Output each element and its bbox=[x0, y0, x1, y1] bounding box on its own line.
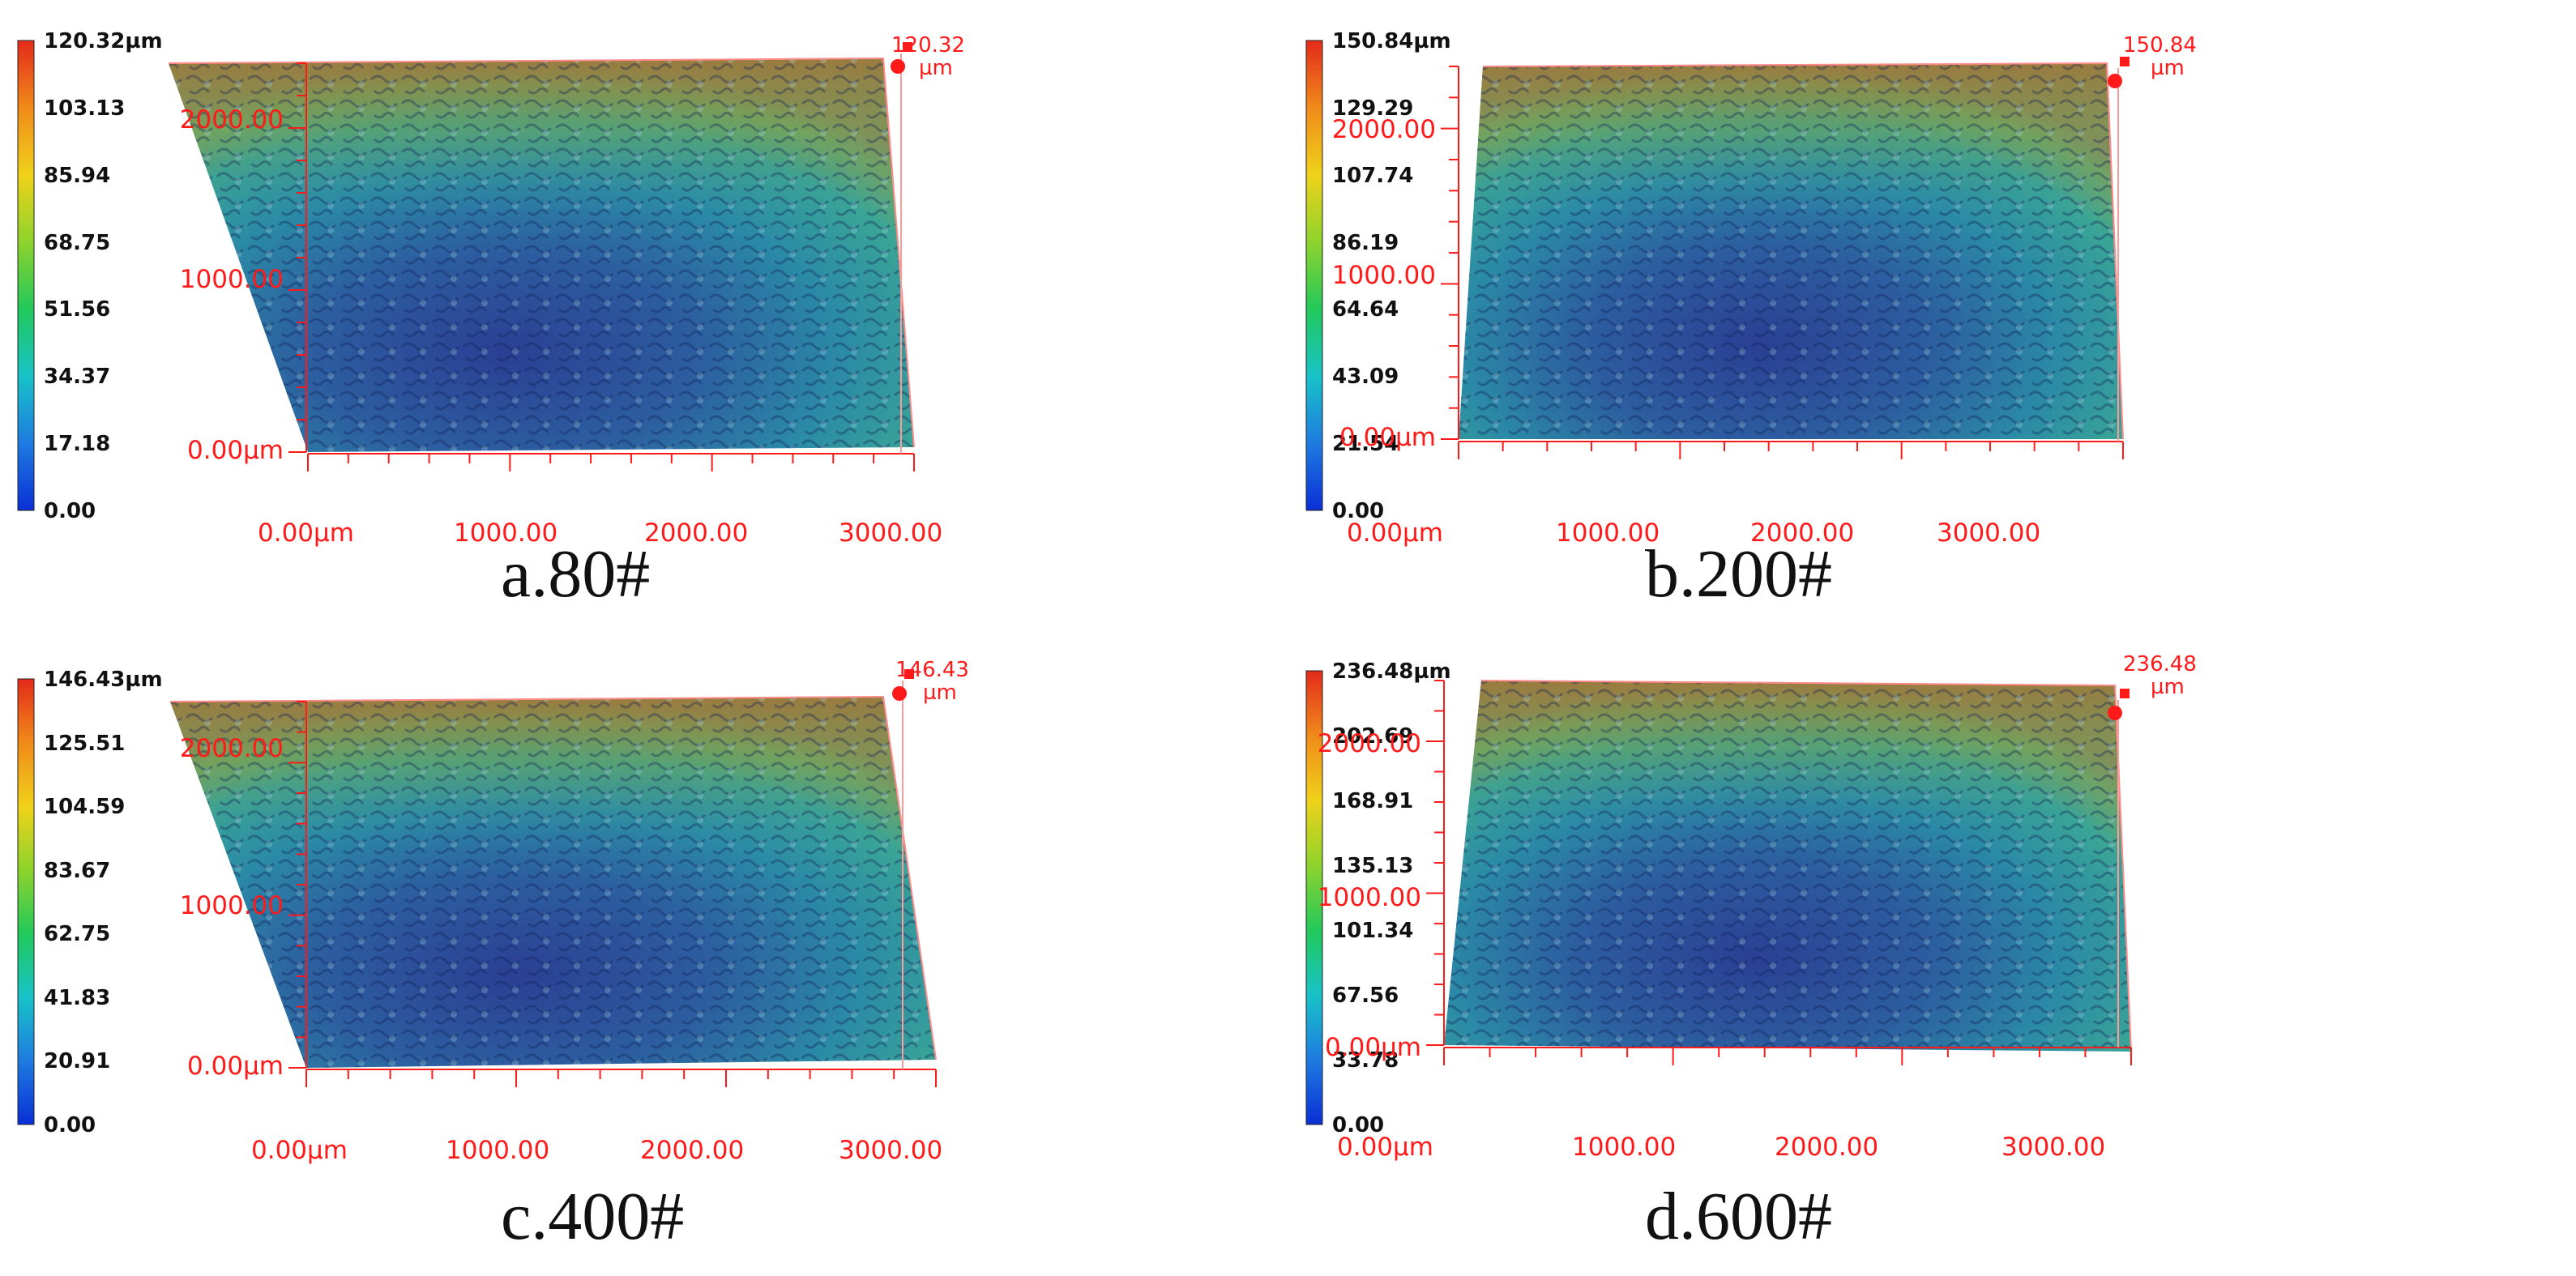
colorbar-tick-label: 135.13 bbox=[1332, 854, 1414, 878]
x-axis-tick-label: 3000.00 bbox=[1937, 519, 2041, 548]
colorbar-tick-label: 146.43µm bbox=[44, 668, 163, 692]
peak-unit: µm bbox=[2151, 56, 2185, 80]
surface-plot bbox=[1305, 40, 2130, 511]
panel-caption: a.80# bbox=[501, 536, 651, 612]
y-axis-tick-label: 1000.00 bbox=[1331, 261, 1436, 290]
x-axis-tick-label: 0.00µm bbox=[251, 1136, 348, 1165]
colorbar-tick-label: 86.19 bbox=[1332, 230, 1399, 255]
x-axis-tick-label: 0.00µm bbox=[258, 519, 354, 548]
peak-value: 150.84 bbox=[2123, 33, 2197, 58]
peak-marker bbox=[2108, 74, 2122, 88]
y-axis-tick-label: 2000.00 bbox=[179, 105, 284, 134]
colorbar-tick-label: 85.94 bbox=[44, 163, 111, 188]
panel-caption: b.200# bbox=[1645, 536, 1832, 612]
peak-unit: µm bbox=[2151, 675, 2185, 699]
colorbar-tick-label: 125.51 bbox=[44, 731, 126, 756]
colorbar-tick-label: 17.18 bbox=[44, 432, 111, 457]
surface-plot bbox=[17, 669, 937, 1125]
colorbar-tick-label: 67.56 bbox=[1332, 984, 1399, 1008]
x-axis-tick-label: 2000.00 bbox=[640, 1136, 745, 1165]
y-axis-tick-label: 0.00µm bbox=[1339, 423, 1436, 452]
peak-value: 236.48 bbox=[2123, 652, 2197, 676]
colorbar-tick-label: 103.13 bbox=[44, 96, 126, 121]
surface-plot bbox=[17, 40, 915, 511]
surface-panel: 150.84µm 129.29 107.74 86.19 64.64 43.09 21.54… bbox=[1288, 0, 2576, 638]
peak-unit: µm bbox=[923, 681, 957, 705]
peak-height-label: 150.84 µm bbox=[2123, 34, 2197, 79]
colorbar-tick-label: 33.78 bbox=[1332, 1048, 1399, 1073]
colorbar bbox=[17, 678, 35, 1125]
colorbar-tick-label: 62.75 bbox=[44, 922, 111, 947]
panel-caption: d.600# bbox=[1645, 1179, 1832, 1254]
x-axis-tick-label: 3000.00 bbox=[839, 1136, 943, 1165]
colorbar-tick-label: 68.75 bbox=[44, 230, 111, 255]
y-axis-tick-label: 0.00µm bbox=[1325, 1033, 1421, 1062]
colorbar-tick-label: 0.00 bbox=[44, 1113, 96, 1137]
colorbar-tick-label: 64.64 bbox=[1332, 297, 1399, 322]
colorbar-tick-label: 150.84µm bbox=[1332, 29, 1451, 53]
peak-height-label: 236.48 µm bbox=[2123, 653, 2197, 698]
x-axis-tick-label: 3000.00 bbox=[839, 519, 943, 548]
colorbar-tick-label: 83.67 bbox=[44, 858, 111, 883]
peak-height-label: 146.43 µm bbox=[895, 659, 969, 704]
colorbar-tick-label: 101.34 bbox=[1332, 919, 1414, 943]
colorbar-tick-label: 104.59 bbox=[44, 795, 126, 820]
surface-plot bbox=[1305, 670, 2132, 1125]
y-axis-tick-label: 1000.00 bbox=[1317, 883, 1421, 912]
colorbar-tick-label: 0.00 bbox=[1332, 1113, 1385, 1137]
x-axis-tick-label: 2000.00 bbox=[1750, 519, 1855, 548]
colorbar-tick-label: 168.91 bbox=[1332, 789, 1414, 813]
colorbar-tick-label: 41.83 bbox=[44, 985, 111, 1010]
colorbar-tick-label: 34.37 bbox=[44, 365, 111, 390]
y-axis-tick-label: 1000.00 bbox=[179, 891, 284, 920]
colorbar-tick-label: 21.54 bbox=[1332, 432, 1399, 457]
peak-marker bbox=[2108, 706, 2122, 720]
peak-marker bbox=[892, 686, 907, 701]
colorbar-tick-label: 0.00 bbox=[1332, 499, 1385, 523]
x-axis-tick-label: 0.00µm bbox=[1347, 519, 1443, 548]
colorbar bbox=[1305, 670, 1323, 1125]
colorbar-tick-label: 120.32µm bbox=[44, 29, 163, 53]
surface-panel: 236.48µm 202.69 168.91 135.13 101.34 67.56 33.… bbox=[1288, 638, 2576, 1276]
colorbar bbox=[1305, 40, 1323, 511]
peak-height-label: 120.32 µm bbox=[891, 34, 965, 79]
peak-marker bbox=[891, 59, 905, 74]
x-axis-tick-label: 2000.00 bbox=[1775, 1133, 1879, 1162]
y-axis-tick-label: 1000.00 bbox=[179, 265, 284, 294]
peak-value: 146.43 bbox=[895, 658, 969, 682]
x-axis-tick-label: 2000.00 bbox=[644, 519, 749, 548]
colorbar-tick-label: 43.09 bbox=[1332, 365, 1399, 390]
x-axis-tick-label: 1000.00 bbox=[454, 519, 558, 548]
colorbar-tick-label: 51.56 bbox=[44, 297, 111, 322]
colorbar-tick-label: 202.69 bbox=[1332, 724, 1414, 749]
colorbar-tick-label: 129.29 bbox=[1332, 96, 1414, 121]
colorbar-tick-label: 0.00 bbox=[44, 499, 96, 523]
x-axis-tick-label: 1000.00 bbox=[1556, 519, 1660, 548]
y-axis-tick-label: 2000.00 bbox=[179, 734, 284, 763]
peak-value: 120.32 bbox=[891, 33, 965, 58]
x-axis-tick-label: 0.00µm bbox=[1337, 1133, 1433, 1162]
x-axis-tick-label: 1000.00 bbox=[1572, 1133, 1677, 1162]
y-axis-tick-label: 0.00µm bbox=[187, 436, 284, 465]
colorbar-tick-label: 107.74 bbox=[1332, 163, 1414, 188]
surface-panel: 120.32µm 103.13 85.94 68.75 51.56 34.37 17.18 0… bbox=[0, 0, 1288, 638]
y-axis-tick-label: 2000.00 bbox=[1331, 115, 1436, 144]
panel-caption: c.400# bbox=[501, 1179, 685, 1254]
colorbar bbox=[17, 40, 35, 511]
colorbar-tick-label: 236.48µm bbox=[1332, 659, 1451, 684]
x-axis-tick-label: 3000.00 bbox=[2001, 1133, 2106, 1162]
y-axis-tick-label: 0.00µm bbox=[187, 1052, 284, 1081]
y-axis-tick-label: 2000.00 bbox=[1317, 729, 1421, 758]
x-axis-tick-label: 1000.00 bbox=[446, 1136, 550, 1165]
colorbar-tick-label: 20.91 bbox=[44, 1049, 111, 1074]
surface-panel: 146.43µm 125.51 104.59 83.67 62.75 41.83 20.91… bbox=[0, 638, 1288, 1276]
peak-unit: µm bbox=[919, 56, 953, 80]
